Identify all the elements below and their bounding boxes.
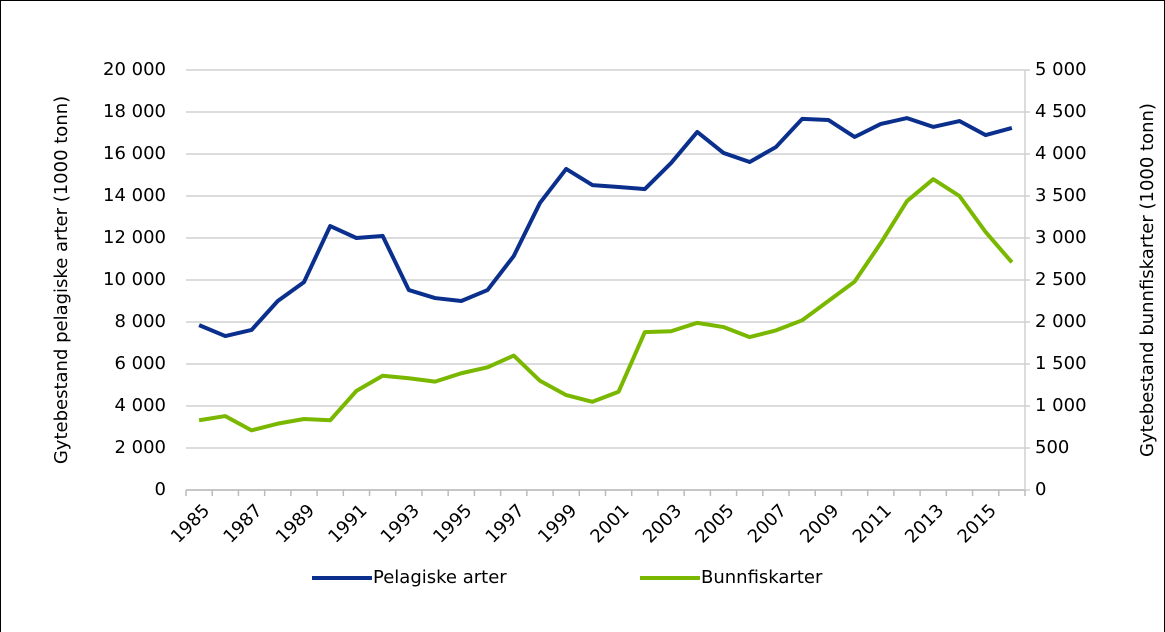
y2-tick-label: 1 000 [1035,395,1087,416]
y-tick-label: 18 000 [103,101,166,122]
y2-tick-label: 3 500 [1035,185,1087,206]
y2-tick-label: 4 500 [1035,101,1087,122]
x-tick-label: 1993 [377,500,424,547]
y2-axis-title: Gytebestand bunnfiskarter (1000 tonn) [1137,103,1158,457]
x-tick-label: 2001 [586,500,633,547]
y2-tick-label: 3 000 [1035,227,1087,248]
y-tick-label: 14 000 [103,185,166,206]
legend-label: Bunnfiskarter [701,567,823,588]
x-tick-label: 2011 [849,500,896,547]
x-tick-label: 1997 [482,500,529,547]
x-tick-label: 2003 [639,500,686,547]
x-tick-label: 2007 [744,500,791,547]
y-tick-label: 4 000 [114,395,166,416]
y-tick-label: 2 000 [114,437,166,458]
y2-tick-label: 5 000 [1035,59,1087,80]
y-tick-label: 20 000 [103,59,166,80]
y-axis-title: Gytebestand pelagiske arter (1000 tonn) [51,96,72,464]
y-tick-label: 12 000 [103,227,166,248]
x-tick-label: 1999 [534,500,581,547]
y2-tick-label: 2 000 [1035,311,1087,332]
y-tick-label: 0 [155,479,166,500]
x-tick-label: 1989 [272,500,319,547]
line-series [198,116,1013,339]
x-tick-label: 2013 [901,500,948,547]
x-tick-label: 1995 [429,500,476,547]
y-tick-label: 16 000 [103,143,166,164]
x-tick-label: 1987 [219,500,266,547]
y-tick-label: 6 000 [114,353,166,374]
y2-tick-label: 2 500 [1035,269,1087,290]
x-tick-label: 1991 [324,500,371,547]
legend-label: Pelagiske arter [373,567,507,588]
y2-tick-label: 4 000 [1035,143,1087,164]
y2-tick-label: 500 [1035,437,1069,458]
x-tick-label: 2005 [691,500,738,547]
y2-tick-label: 0 [1035,479,1046,500]
line-series [198,177,1014,433]
y-tick-label: 10 000 [103,269,166,290]
x-tick-label: 2015 [953,500,1000,547]
y-tick-label: 8 000 [114,311,166,332]
x-tick-label: 2009 [796,500,843,547]
y2-tick-label: 1 500 [1035,353,1087,374]
x-tick-label: 1985 [167,500,214,547]
